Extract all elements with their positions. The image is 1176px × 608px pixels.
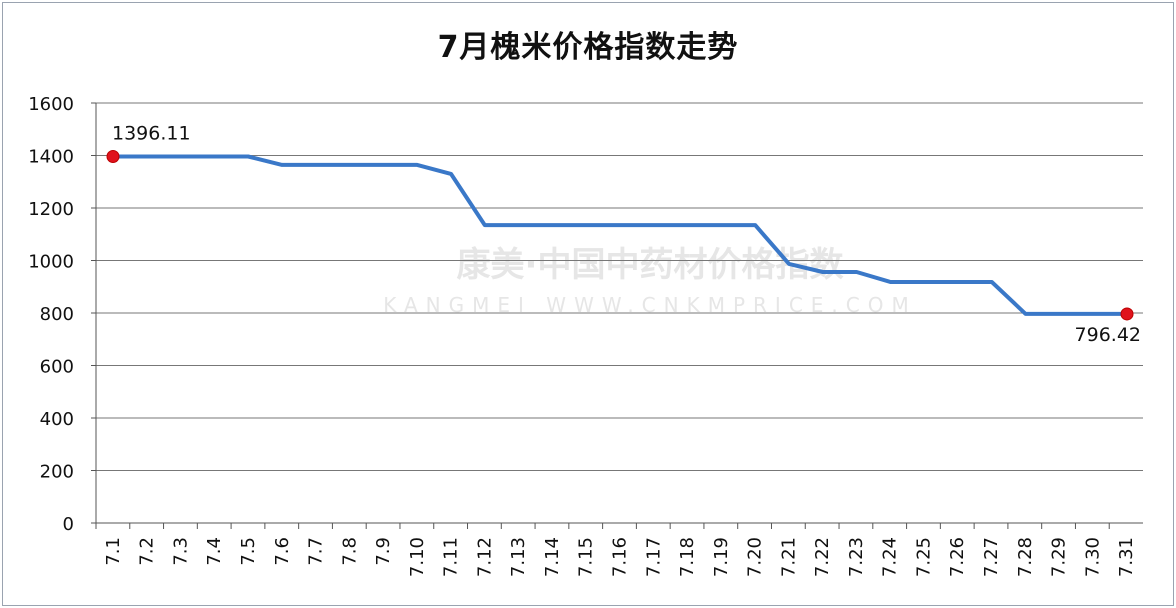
x-tick-label: 7.7: [306, 537, 327, 566]
x-tick-label: 7.15: [576, 537, 597, 577]
y-tick-label: 400: [40, 409, 74, 430]
x-tick-label: 7.12: [474, 537, 495, 577]
x-tick-label: 7.9: [373, 537, 394, 566]
x-tick-label: 7.29: [1049, 537, 1070, 577]
x-tick-label: 7.31: [1116, 537, 1137, 577]
x-tick-label: 7.17: [643, 537, 664, 577]
x-tick-label: 7.30: [1082, 537, 1103, 577]
y-tick-label: 600: [40, 357, 74, 378]
x-tick-label: 7.6: [272, 537, 293, 566]
chart-title: 7月槐米价格指数走势: [437, 30, 739, 65]
y-tick-label: 200: [40, 462, 74, 483]
x-tick-label: 7.28: [1015, 537, 1036, 577]
x-tick-label: 7.2: [137, 537, 158, 566]
x-tick-label: 7.26: [947, 537, 968, 577]
x-tick-label: 7.10: [407, 537, 428, 577]
x-tick-label: 7.18: [677, 537, 698, 577]
x-tick-label: 7.16: [610, 537, 631, 577]
x-tick-label: 7.8: [339, 537, 360, 566]
y-tick-label: 1000: [28, 252, 74, 273]
x-tick-label: 7.21: [778, 537, 799, 577]
data-point-marker: [106, 150, 120, 164]
x-tick-label: 7.27: [981, 537, 1002, 577]
data-point-marker: [1120, 307, 1134, 321]
x-tick-label: 7.25: [913, 537, 934, 577]
series-line: [113, 154, 1127, 316]
watermark-text: 康美·中国中药材价格指数: [457, 245, 844, 285]
x-tick-label: 7.5: [238, 537, 259, 566]
x-tick-label: 7.13: [508, 537, 529, 577]
y-tick-label: 1200: [28, 199, 74, 220]
x-tick-label: 7.23: [846, 537, 867, 577]
x-tick-label: 7.14: [542, 537, 563, 577]
x-tick-label: 7.20: [745, 537, 766, 577]
x-tick-label: 7.1: [103, 537, 124, 566]
data-label: 796.42: [1075, 324, 1141, 346]
x-tick-label: 7.4: [204, 537, 225, 566]
y-tick-label: 800: [40, 304, 74, 325]
x-tick-label: 7.3: [170, 537, 191, 566]
data-label: 1396.11: [112, 123, 191, 145]
y-tick-label: 1600: [28, 94, 74, 115]
x-tick-label: 7.19: [711, 537, 732, 577]
y-tick-label: 1400: [28, 147, 74, 168]
y-tick-label: 0: [63, 514, 74, 535]
x-tick-label: 7.22: [812, 537, 833, 577]
x-tick-label: 7.11: [441, 537, 462, 577]
x-tick-label: 7.24: [880, 537, 901, 577]
